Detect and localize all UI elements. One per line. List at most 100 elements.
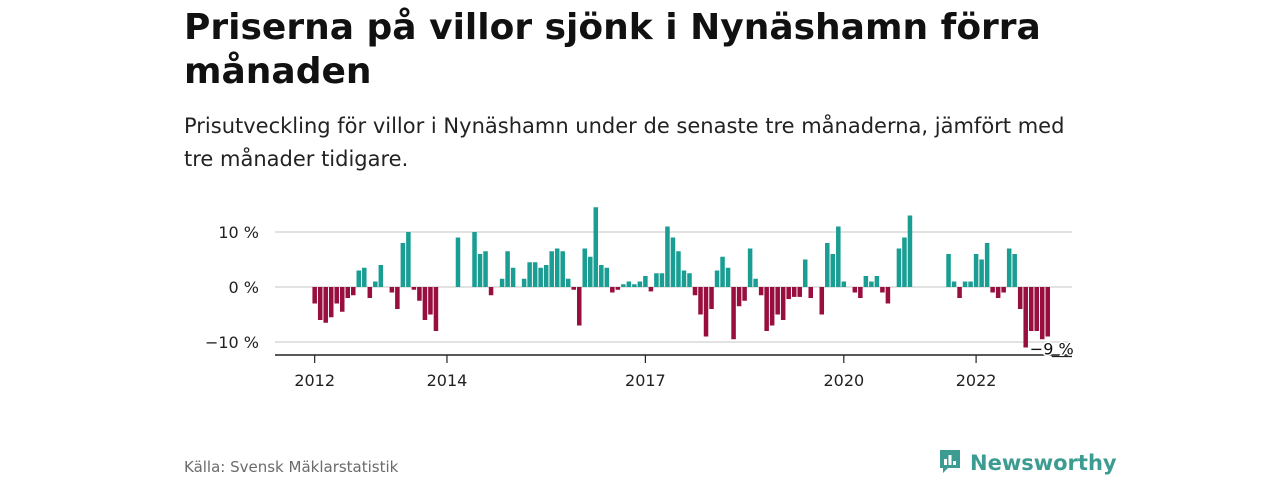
- bar: [554, 248, 560, 287]
- bar: [367, 287, 373, 298]
- bar: [780, 287, 786, 320]
- bar: [483, 251, 488, 287]
- bar: [990, 287, 995, 293]
- bar: [1006, 248, 1012, 287]
- bar: [549, 251, 554, 287]
- bar: [764, 287, 769, 331]
- bar: [1023, 287, 1028, 348]
- bar: [1028, 287, 1034, 331]
- bar: [417, 287, 422, 301]
- bar: [858, 287, 863, 298]
- bar: [825, 243, 830, 287]
- bar: [957, 287, 962, 298]
- bar: [758, 287, 764, 296]
- bar: [626, 281, 632, 287]
- bar: [599, 265, 604, 287]
- bar: [543, 265, 549, 287]
- bar: [527, 262, 532, 287]
- brand-name: Newsworthy: [970, 451, 1117, 475]
- bar: [576, 287, 582, 326]
- bar: [979, 259, 984, 287]
- bar: [962, 281, 968, 287]
- bar: [709, 287, 714, 309]
- bar: [797, 287, 802, 297]
- bar: [736, 287, 742, 307]
- bar: [841, 281, 847, 287]
- bar: [588, 256, 593, 287]
- bar: [610, 287, 615, 293]
- bar: [880, 287, 885, 293]
- bar: [1039, 287, 1045, 340]
- bar: [995, 287, 1001, 298]
- bar: [808, 287, 814, 298]
- bar: [654, 273, 659, 287]
- bar: [643, 276, 648, 287]
- bar: [356, 270, 362, 287]
- bar: [395, 287, 400, 309]
- bar: [433, 287, 439, 331]
- bar: [521, 278, 527, 287]
- bar: [499, 278, 505, 287]
- y-tick-label: 0 %: [229, 278, 259, 297]
- bar: [907, 215, 913, 287]
- bar: [698, 287, 703, 315]
- bar: [670, 237, 676, 287]
- bar: [687, 273, 692, 287]
- bar: [676, 251, 681, 287]
- x-tick-label: 2017: [625, 371, 666, 390]
- bar: [339, 287, 345, 312]
- bar: [351, 287, 356, 296]
- bar: [648, 287, 654, 292]
- bar: [317, 287, 323, 320]
- bar: [422, 287, 428, 320]
- bar: [560, 251, 565, 287]
- bar: [863, 276, 869, 287]
- bar: [472, 232, 477, 287]
- x-tick-label: 2014: [427, 371, 468, 390]
- bar: [378, 265, 384, 287]
- bar: [604, 267, 610, 287]
- bar: [632, 284, 637, 287]
- bar: [836, 226, 841, 287]
- bar: [753, 278, 758, 287]
- bar: [538, 267, 543, 287]
- bar: [593, 207, 599, 287]
- bar: [902, 237, 907, 287]
- bar: [406, 232, 411, 287]
- bar: [946, 254, 951, 287]
- bar: [802, 259, 808, 287]
- bar: [582, 248, 588, 287]
- bar: [389, 287, 395, 293]
- bar: [1001, 287, 1006, 293]
- bar-chart-speech-bubble-icon: [938, 448, 962, 478]
- bar: [665, 226, 670, 287]
- bar: [896, 248, 902, 287]
- bar: [571, 287, 576, 290]
- x-tick-label: 2022: [956, 371, 997, 390]
- x-tick-label: 2012: [294, 371, 335, 390]
- bar: [345, 287, 351, 298]
- bar: [505, 251, 510, 287]
- bar: [362, 267, 367, 287]
- bar: [659, 273, 665, 287]
- bar: [692, 287, 698, 296]
- page-subtitle: Prisutveckling för villor i Nynäshamn un…: [184, 114, 1065, 171]
- bar: [775, 287, 780, 315]
- page-title: Priserna på villor sjönk i Nynäshamn för…: [184, 7, 1041, 92]
- bar: [968, 281, 973, 287]
- bar: [312, 287, 317, 304]
- bar: [681, 270, 687, 287]
- bar: [714, 270, 720, 287]
- bar: [400, 243, 406, 287]
- axis-layer: 2012 2014 2017 2020 2022 −9 %: [275, 338, 1075, 390]
- brand-logo[interactable]: Newsworthy: [938, 448, 1117, 478]
- bar: [323, 287, 328, 323]
- y-tick-label: −10 %: [205, 333, 259, 352]
- bar: [455, 237, 461, 287]
- bar: [565, 278, 571, 287]
- bar: [885, 287, 891, 304]
- bar: [334, 287, 339, 304]
- bar: [621, 284, 626, 287]
- bar: [1034, 287, 1039, 331]
- bar: [328, 287, 334, 318]
